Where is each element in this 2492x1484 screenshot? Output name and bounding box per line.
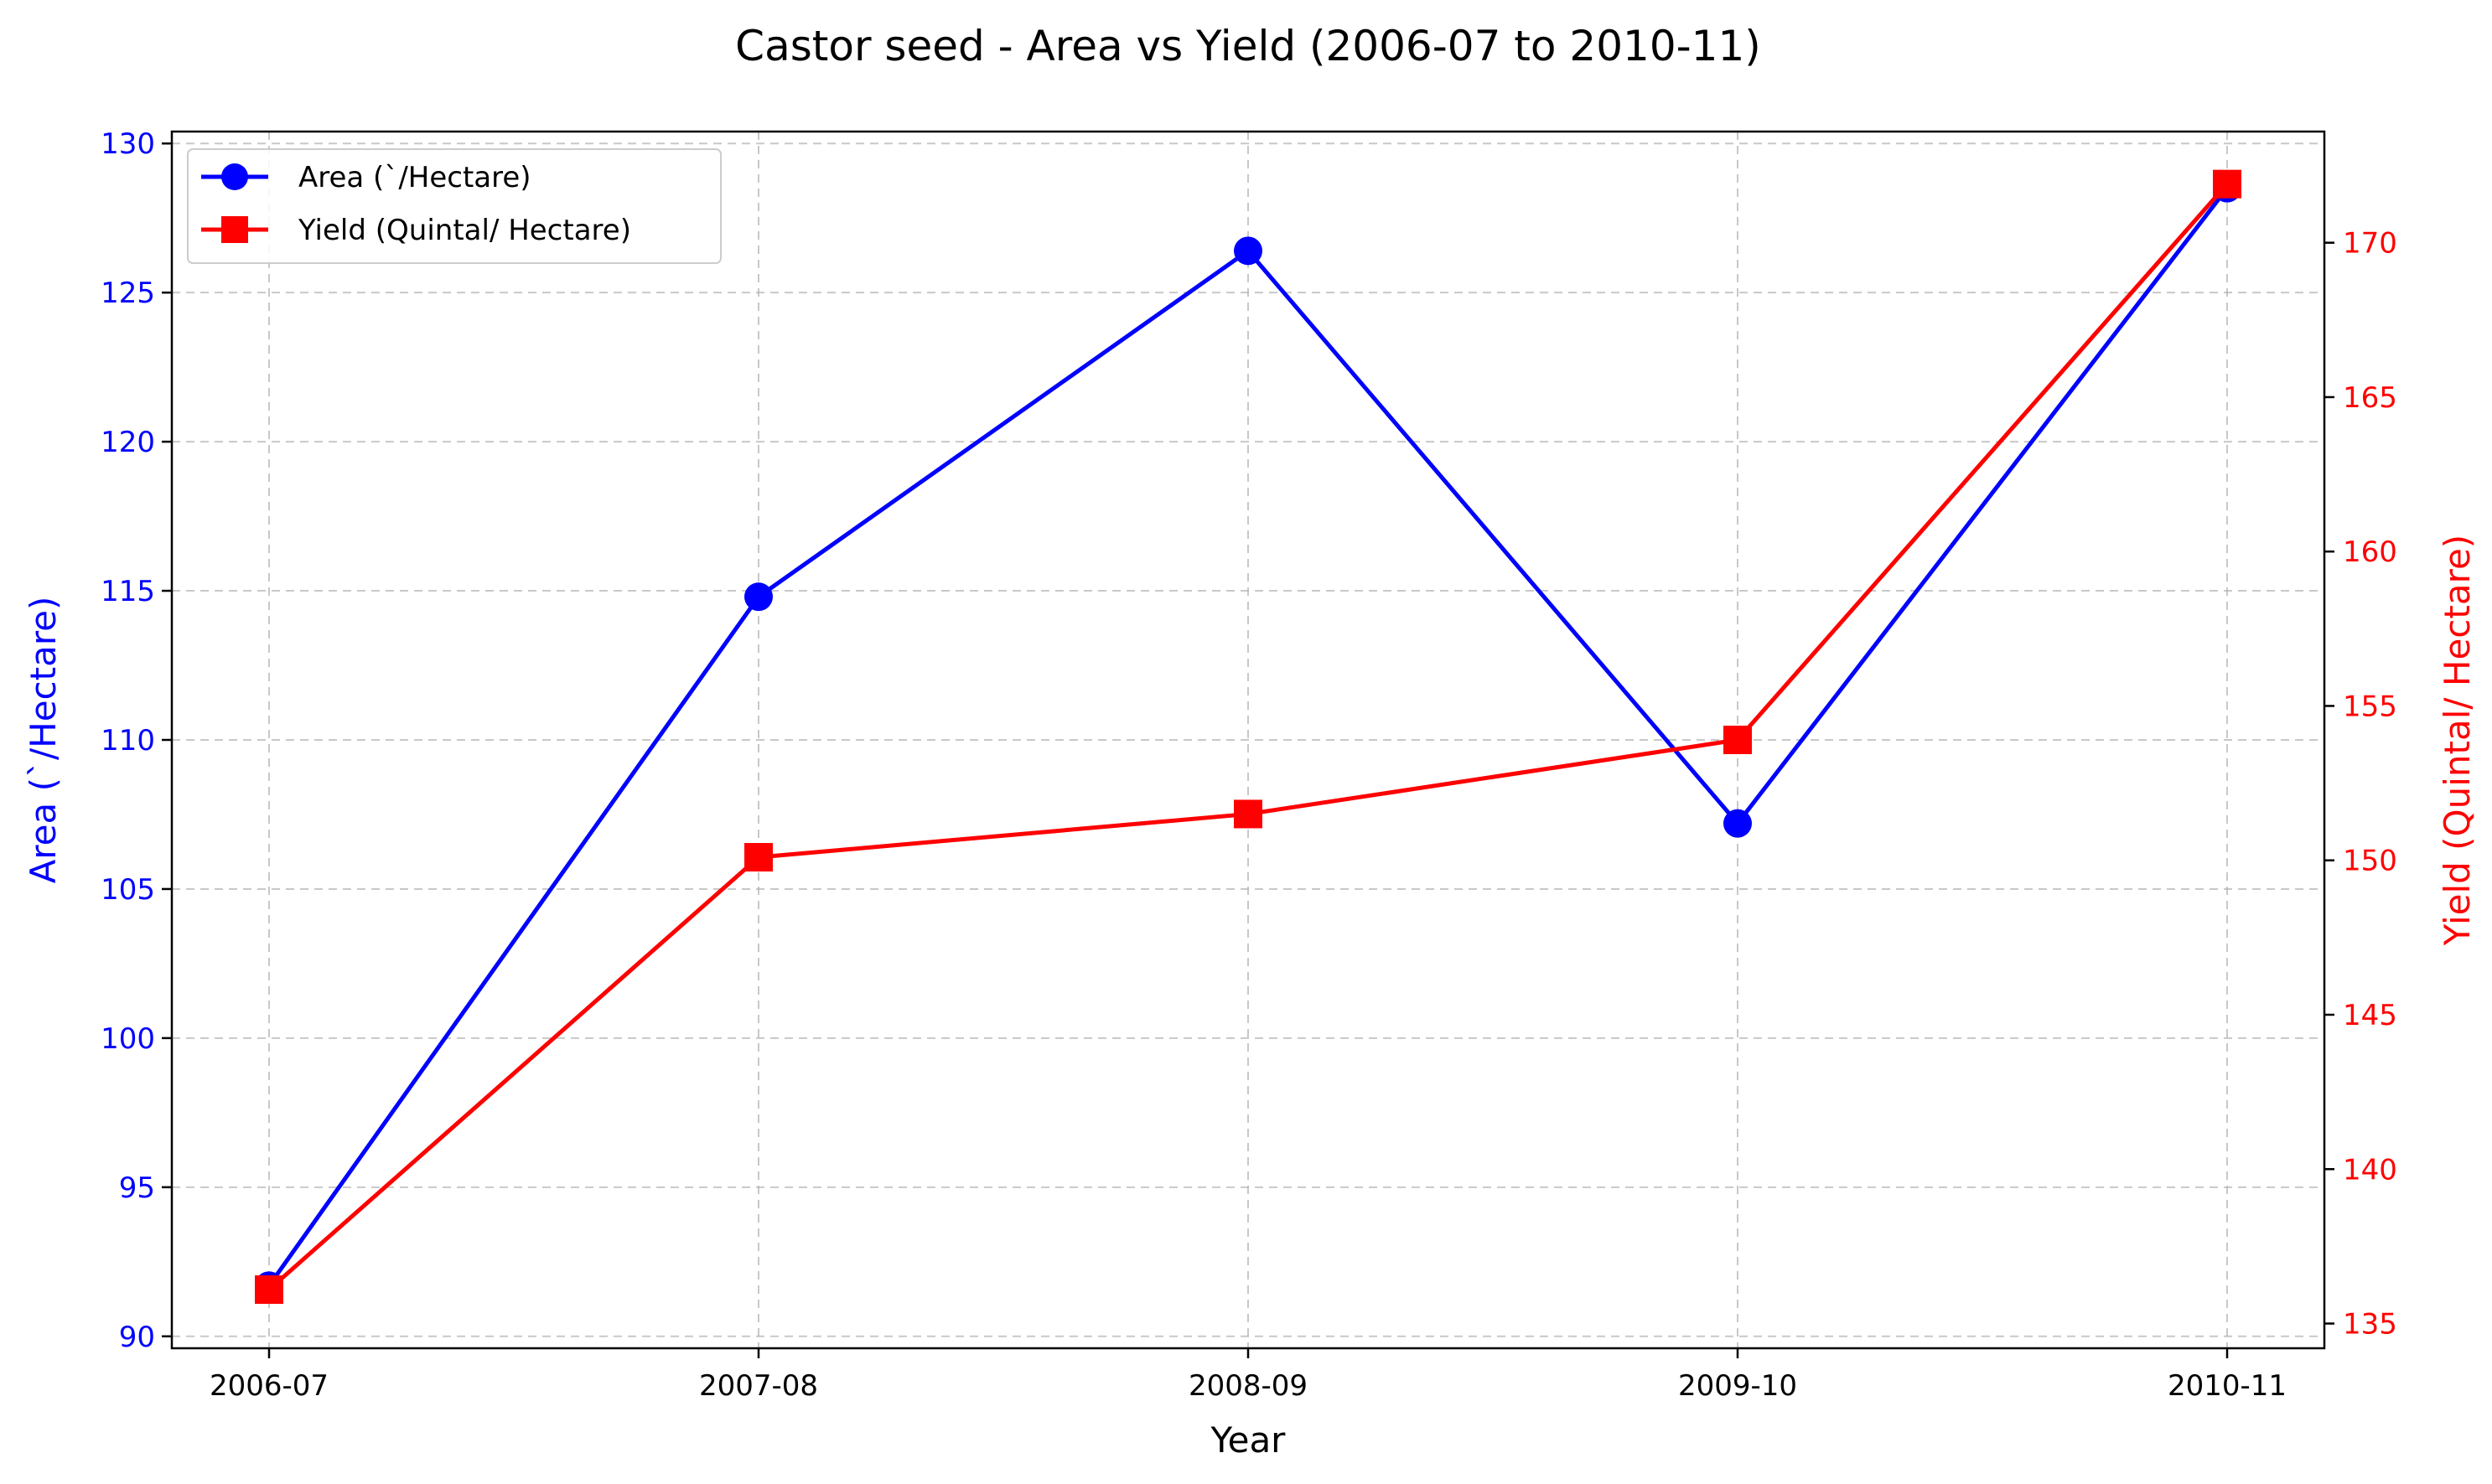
data-point-area — [1723, 809, 1752, 838]
right-tick-label: 160 — [2343, 535, 2397, 569]
x-tick-label: 2010-11 — [2168, 1369, 2287, 1403]
series-layer — [255, 169, 2241, 1304]
grid-layer — [172, 132, 2324, 1348]
left-tick-label: 125 — [101, 277, 155, 310]
legend-label-yield: Yield (Quintal/ Hectare) — [298, 214, 631, 247]
left-tick-label: 90 — [119, 1321, 155, 1354]
left-tick-label: 100 — [101, 1022, 155, 1056]
right-tick-label: 135 — [2343, 1308, 2397, 1342]
right-tick-label: 155 — [2343, 690, 2397, 723]
right-tick-label: 140 — [2343, 1153, 2397, 1187]
data-point-area — [744, 582, 773, 612]
left-tick-label: 120 — [101, 426, 155, 459]
chart-title: Castor seed - Area vs Yield (2006-07 to … — [735, 22, 1761, 70]
right-tick-label: 150 — [2343, 845, 2397, 878]
left-tick-label: 110 — [101, 724, 155, 758]
x-tick-label: 2006-07 — [210, 1369, 329, 1403]
data-point-yield — [2213, 169, 2241, 199]
x-ticks: 2006-07 2007-08 2008-09 2009-10 2010-11 — [210, 1348, 2287, 1403]
left-tick-label: 130 — [101, 127, 155, 161]
right-tick-label: 165 — [2343, 381, 2397, 415]
data-point-area — [1234, 236, 1262, 266]
left-tick-label: 105 — [101, 873, 155, 907]
right-ticks: 135 140 145 150 155 160 165 170 — [2324, 227, 2397, 1342]
right-tick-label: 145 — [2343, 999, 2397, 1032]
legend-marker-area — [221, 163, 248, 190]
right-tick-label: 170 — [2343, 227, 2397, 261]
x-tick-label: 2007-08 — [699, 1369, 818, 1403]
left-tick-label: 95 — [119, 1171, 155, 1205]
x-tick-label: 2008-09 — [1189, 1369, 1308, 1403]
data-point-yield — [1234, 799, 1262, 829]
x-tick-label: 2009-10 — [1678, 1369, 1797, 1403]
data-point-yield — [1723, 726, 1752, 754]
legend-box — [187, 148, 722, 264]
left-ticks: 90 95 100 105 110 115 120 125 130 — [101, 127, 172, 1354]
data-point-yield — [255, 1275, 283, 1304]
data-point-yield — [744, 843, 773, 872]
left-axis-title: Area (`/Hectare) — [23, 597, 64, 884]
right-axis-title: Yield (Quintal/ Hectare) — [2437, 535, 2478, 946]
legend-marker-yield — [221, 216, 248, 243]
legend: Area (`/Hectare) Yield (Quintal/ Hectare… — [187, 148, 722, 264]
legend-label-area: Area (`/Hectare) — [298, 161, 531, 194]
left-tick-label: 115 — [101, 575, 155, 608]
x-axis-title: Year — [1210, 1419, 1287, 1461]
